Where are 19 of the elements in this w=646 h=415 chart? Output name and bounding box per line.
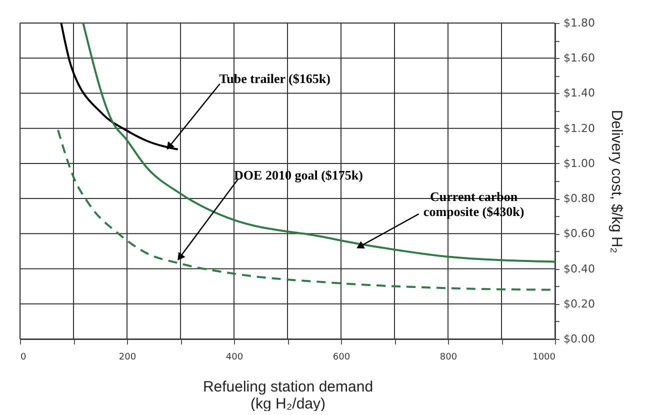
y-axis-title: Delivery cost, $/kg H₂	[608, 110, 625, 254]
y-tick-label: $0.20	[564, 297, 595, 310]
y-tick-label: $1.60	[564, 52, 595, 65]
x-tick-label: 400	[226, 352, 244, 362]
x-tick-label: 600	[332, 352, 350, 362]
line-series	[82, 22, 556, 263]
x-tick-label: 200	[118, 352, 136, 362]
y-tick-label: $0.60	[564, 227, 595, 240]
line-series	[60, 22, 179, 150]
y-tick-label: $0.40	[564, 262, 595, 276]
y-tick-label: $0.00	[564, 332, 595, 346]
x-tick-label: 800	[440, 352, 458, 362]
x-tick-label: 1000	[532, 352, 556, 362]
y-tick-label: $1.20	[564, 122, 595, 135]
y-tick-label: $1.00	[564, 156, 595, 170]
y-tick-label: $1.80	[564, 16, 595, 30]
y-tick-label: $1.40	[564, 86, 595, 100]
y-tick-label: $0.80	[564, 192, 595, 206]
x-tick-label: 0	[20, 352, 26, 362]
